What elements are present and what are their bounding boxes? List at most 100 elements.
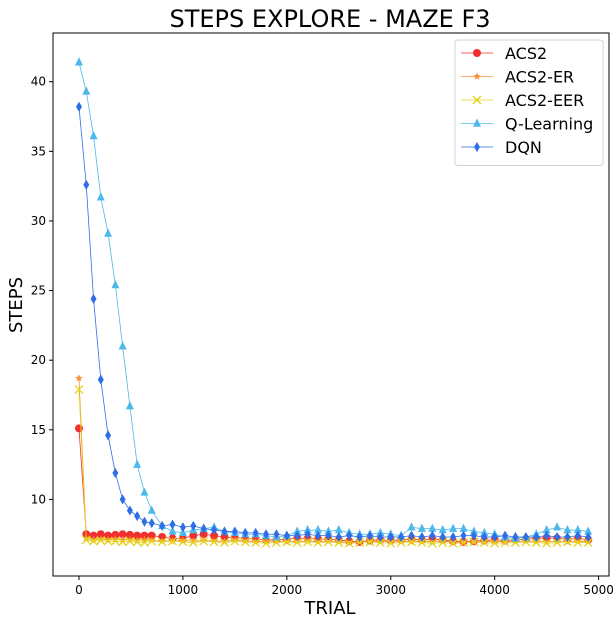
data-point-q-learning — [407, 522, 416, 531]
data-point-dqn — [159, 520, 166, 531]
x-tick-label: 0 — [75, 583, 83, 597]
data-point-acs2-eer-stroke — [386, 538, 396, 548]
data-point-acs2 — [210, 531, 219, 540]
legend-marker-acs2-eer-stroke — [472, 95, 482, 105]
data-point-dqn — [221, 526, 228, 537]
data-point-q-learning — [125, 401, 134, 410]
data-point-acs2-eer — [261, 538, 271, 548]
data-point-acs2 — [220, 533, 229, 542]
series-line-acs2-eer — [78, 389, 589, 544]
data-point-acs2-eer-stroke — [125, 536, 135, 546]
data-point-acs2-eer-stroke — [313, 538, 323, 548]
data-point-acs2-eer-stroke — [209, 537, 219, 547]
data-point-acs2-eer-stroke — [178, 537, 188, 547]
data-point-acs2-eer — [89, 536, 98, 546]
data-point-q-learning — [133, 459, 142, 468]
data-point-acs2-eer — [459, 538, 468, 548]
data-point-dqn — [450, 532, 457, 543]
data-point-acs2-er — [345, 538, 353, 546]
data-point-acs2-er — [75, 374, 83, 382]
data-point-acs2-eer-stroke — [168, 536, 177, 546]
data-point-acs2-eer-stroke — [220, 538, 229, 548]
data-point-acs2-er — [231, 536, 239, 544]
data-point-dqn — [141, 516, 148, 527]
data-point-acs2-eer-stroke — [417, 538, 427, 548]
data-point-acs2-eer-stroke — [118, 537, 128, 547]
x-axis-label: TRIAL — [303, 598, 355, 619]
data-point-acs2-eer — [365, 537, 375, 547]
data-point-acs2-eer — [209, 537, 219, 547]
y-tick-label: 30 — [31, 214, 46, 228]
data-point-acs2-eer-stroke — [469, 537, 479, 547]
data-point-dqn — [263, 529, 270, 540]
data-point-q-learning — [584, 526, 593, 535]
data-point-q-learning — [82, 86, 91, 95]
chart-title: STEPS EXPLORE - MAZE F3 — [169, 5, 490, 33]
data-point-acs2 — [133, 531, 142, 540]
legend-label: ACS2 — [505, 44, 547, 63]
data-point-acs2-er — [303, 537, 312, 545]
data-point-acs2-eer — [469, 537, 479, 547]
y-axis: 10 15 20 25 30 35 40 — [31, 75, 53, 506]
data-point-q-learning — [449, 523, 458, 532]
data-point-acs2-eer — [479, 538, 489, 548]
series-acs2-eer — [74, 384, 593, 548]
data-point-acs2-eer-stroke — [552, 538, 562, 548]
series-line-acs2-er — [78, 378, 589, 543]
data-point-dqn — [283, 530, 290, 541]
data-point-dqn — [418, 532, 425, 543]
data-point-acs2-eer — [438, 538, 448, 548]
data-point-acs2-eer — [552, 538, 562, 548]
data-point-dqn — [97, 374, 104, 385]
legend-label: ACS2-ER — [505, 68, 574, 87]
data-point-acs2-eer-stroke — [147, 536, 157, 546]
data-point-acs2-eer — [303, 537, 313, 547]
data-point-acs2 — [140, 531, 149, 540]
data-point-dqn — [90, 293, 97, 304]
data-point-dqn — [119, 494, 126, 505]
legend-marker-acs2 — [473, 49, 481, 57]
data-point-acs2-eer — [118, 537, 128, 547]
data-point-acs2-eer-stroke — [132, 537, 142, 547]
legend-item-acs2-er: ACS2-ER — [461, 68, 574, 87]
data-point-acs2-eer — [323, 537, 333, 547]
data-point-dqn — [211, 525, 218, 536]
data-point-dqn — [325, 530, 332, 541]
data-point-dqn — [134, 511, 141, 522]
series-line-dqn — [78, 106, 589, 538]
data-point-q-learning — [140, 487, 149, 496]
data-point-dqn — [491, 532, 498, 543]
data-point-acs2-eer — [542, 538, 552, 548]
data-point-acs2 — [118, 530, 127, 539]
data-point-acs2-eer — [103, 536, 113, 546]
series-line-acs2 — [78, 428, 589, 543]
data-point-q-learning — [334, 525, 343, 534]
data-point-q-learning — [480, 527, 489, 537]
data-point-dqn — [346, 530, 353, 541]
data-point-acs2-eer-stroke — [323, 537, 333, 547]
y-tick-label: 15 — [31, 423, 46, 437]
data-point-dqn — [387, 532, 394, 543]
legend: ACS2 ACS2-ER ACS2-EER Q-Learning DQN — [454, 39, 604, 166]
x-tick-label: 4000 — [479, 583, 510, 597]
data-point-dqn — [366, 530, 373, 541]
data-point-acs2-eer-stroke — [542, 538, 552, 548]
data-point-acs2-eer — [344, 538, 354, 548]
data-point-acs2-eer — [417, 538, 427, 548]
data-point-q-learning — [104, 228, 113, 237]
data-point-q-learning — [96, 192, 105, 201]
data-point-acs2-eer — [573, 538, 583, 548]
data-point-dqn — [190, 520, 197, 531]
data-point-acs2-eer — [168, 536, 177, 546]
data-point-acs2-eer-stroke — [355, 538, 365, 548]
data-point-dqn — [439, 532, 446, 543]
data-point-dqn — [533, 532, 540, 543]
data-point-dqn — [408, 530, 415, 541]
data-point-acs2-eer — [583, 538, 593, 548]
data-point-dqn — [200, 523, 207, 534]
data-point-dqn — [252, 527, 259, 538]
data-point-acs2-eer-stroke — [139, 538, 149, 548]
legend-marker-acs2-er — [473, 72, 481, 80]
data-point-acs2-eer-stroke — [375, 538, 385, 548]
data-point-acs2-eer — [132, 537, 142, 547]
